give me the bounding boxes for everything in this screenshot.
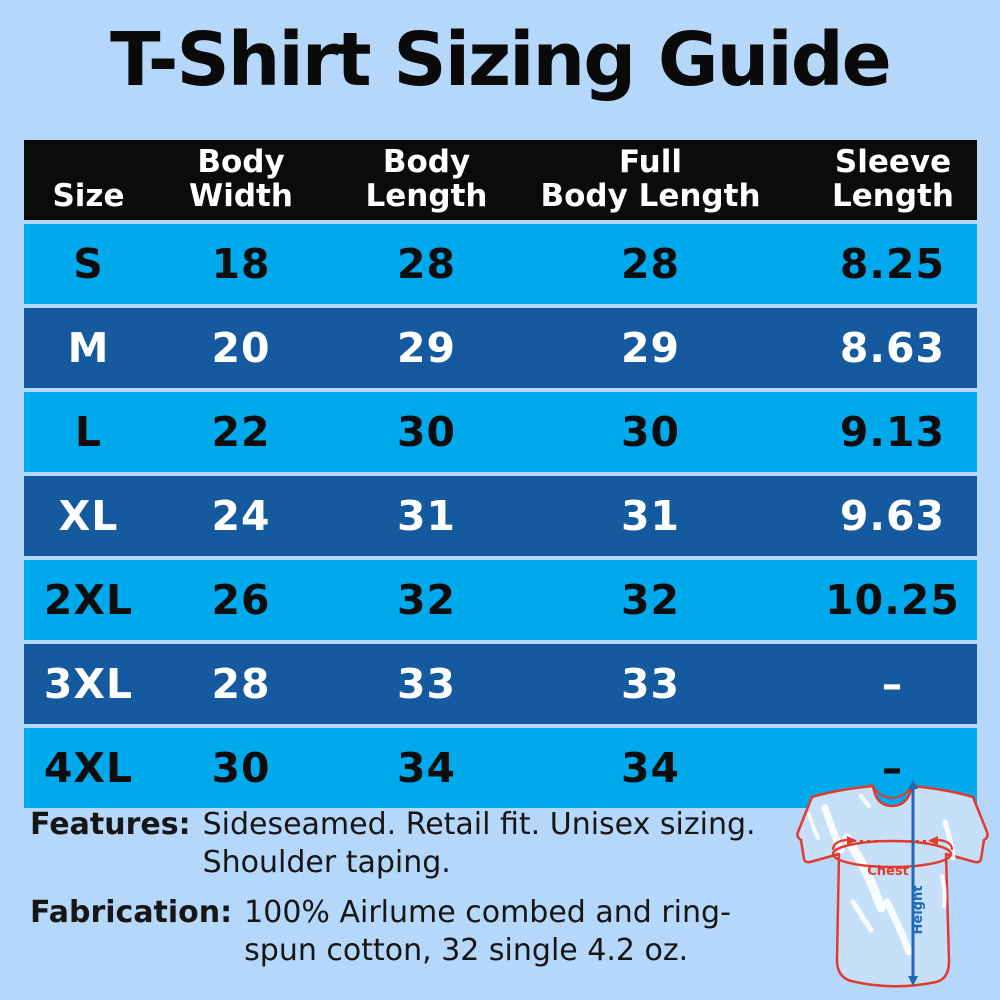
cell-body-width: 26	[153, 560, 329, 640]
cell-sleeve-length: 8.25	[777, 224, 977, 304]
col-header-body-length: Body Length	[329, 140, 524, 220]
size-label: L	[24, 392, 153, 472]
chest-ellipse-icon	[831, 839, 953, 869]
features-text-line2: Shoulder taping.	[202, 845, 451, 880]
cell-full-body-length: 29	[524, 308, 777, 388]
cell-body-length: 32	[329, 560, 524, 640]
sizing-table: Size Body Width Body Length Full Body Lengt…	[24, 136, 977, 812]
cell-sleeve-length: 9.63	[777, 476, 977, 556]
cell-body-width: 24	[153, 476, 329, 556]
fabrication-note: Fabrication: 100% Airlume combed and rin…	[30, 894, 800, 970]
cell-body-length: 33	[329, 644, 524, 724]
cell-body-width: 28	[153, 644, 329, 724]
table-header: Size Body Width Body Length Full Body Lengt…	[24, 140, 977, 220]
table-row-2xl: 2XL 26 32 32 10.25	[24, 560, 977, 640]
size-label: 4XL	[24, 728, 153, 808]
table-row-xl: XL 24 31 31 9.63	[24, 476, 977, 556]
cell-body-length: 34	[329, 728, 524, 808]
cell-sleeve-length: 8.63	[777, 308, 977, 388]
table-row-4xl: 4XL 30 34 34 –	[24, 728, 977, 808]
cell-body-width: 30	[153, 728, 329, 808]
cell-sleeve-length: –	[777, 644, 977, 724]
cell-sleeve-length: 10.25	[777, 560, 977, 640]
fabrication-label: Fabrication:	[30, 895, 233, 930]
tshirt-measurement-diagram: Chest Height	[796, 780, 989, 988]
size-label: XL	[24, 476, 153, 556]
cell-full-body-length: 30	[524, 392, 777, 472]
cell-full-body-length: 34	[524, 728, 777, 808]
cell-body-length: 28	[329, 224, 524, 304]
features-label: Features:	[30, 807, 191, 842]
size-label: 3XL	[24, 644, 153, 724]
cell-body-width: 22	[153, 392, 329, 472]
table-row-3xl: 3XL 28 33 33 –	[24, 644, 977, 724]
cell-body-width: 18	[153, 224, 329, 304]
cell-full-body-length: 28	[524, 224, 777, 304]
cell-body-length: 29	[329, 308, 524, 388]
size-label: 2XL	[24, 560, 153, 640]
cell-full-body-length: 32	[524, 560, 777, 640]
features-text-line1: Sideseamed. Retail fit. Unisex sizing.	[202, 807, 756, 842]
chest-arrowhead-left-icon	[847, 836, 857, 845]
col-header-sleeve-length: Sleeve Length	[777, 140, 977, 220]
height-label: Height	[911, 886, 926, 935]
chest-label: Chest	[867, 864, 909, 879]
cell-body-length: 30	[329, 392, 524, 472]
cell-full-body-length: 31	[524, 476, 777, 556]
fabrication-text-line1: 100% Airlume combed and ring-	[244, 895, 731, 930]
chest-arrow-right-tail	[937, 838, 954, 851]
features-note: Features: Sideseamed. Retail fit. Unisex…	[30, 806, 800, 882]
cell-body-length: 31	[329, 476, 524, 556]
page-title: T-Shirt Sizing Guide	[110, 17, 892, 103]
height-arrowhead-bottom-icon	[908, 976, 918, 986]
cell-body-width: 20	[153, 308, 329, 388]
fabrication-text-line2: spun cotton, 32 single 4.2 oz.	[244, 933, 689, 968]
col-header-full-body-length: Full Body Length	[524, 140, 777, 220]
height-arrowhead-top-icon	[908, 780, 918, 789]
notes-section: Features: Sideseamed. Retail fit. Unisex…	[30, 806, 800, 982]
table-row-l: L 22 30 30 9.13	[24, 392, 977, 472]
cell-sleeve-length: 9.13	[777, 392, 977, 472]
cell-full-body-length: 33	[524, 644, 777, 724]
col-header-body-width: Body Width	[153, 140, 329, 220]
table-row-s: S 18 28 28 8.25	[24, 224, 977, 304]
size-label: S	[24, 224, 153, 304]
table-row-m: M 20 29 29 8.63	[24, 308, 977, 388]
chest-arrow-left-tail	[831, 838, 848, 851]
chest-arrowhead-right-icon	[928, 836, 938, 845]
size-label: M	[24, 308, 153, 388]
col-header-size: Size	[24, 140, 153, 220]
